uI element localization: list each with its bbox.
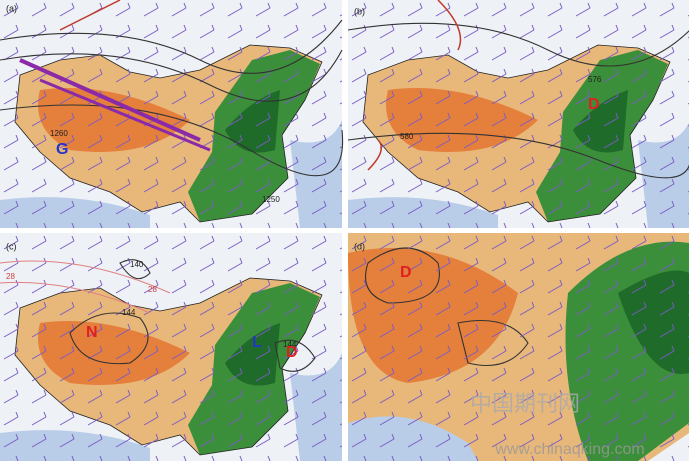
marker: D xyxy=(588,96,600,113)
contour-label: 144 xyxy=(122,308,136,317)
marker: N xyxy=(86,324,98,341)
contour-label: 1260 xyxy=(50,129,68,138)
contour-label: 1250 xyxy=(262,195,280,204)
marker: G xyxy=(56,141,68,158)
watermark: 中国期刊网 xyxy=(470,391,580,416)
contour-label: 144 xyxy=(283,340,297,349)
contour-label: 28 xyxy=(6,272,15,281)
panel-label: (c) xyxy=(6,241,17,251)
panel-label: (d) xyxy=(354,241,365,251)
panel-d: (d) D xyxy=(348,233,689,461)
watermark-url: www.chinaqking.com xyxy=(494,441,644,458)
marker: L xyxy=(252,334,262,351)
contour-label: 576 xyxy=(588,75,602,84)
marker: D xyxy=(400,264,412,281)
panel-label: (b) xyxy=(354,6,365,16)
panel-c: (c) 140 28 28 144 144 N L D xyxy=(0,233,342,461)
panel-label: (a) xyxy=(6,3,17,13)
panel-b: (b) 576 580 D xyxy=(348,0,689,228)
contour-label: 28 xyxy=(148,285,157,294)
marker: D xyxy=(286,344,298,361)
contour-label: 140 xyxy=(130,260,144,269)
panel-a: (a) 1260 1250 G xyxy=(0,0,344,228)
contour-label: 580 xyxy=(400,132,414,141)
